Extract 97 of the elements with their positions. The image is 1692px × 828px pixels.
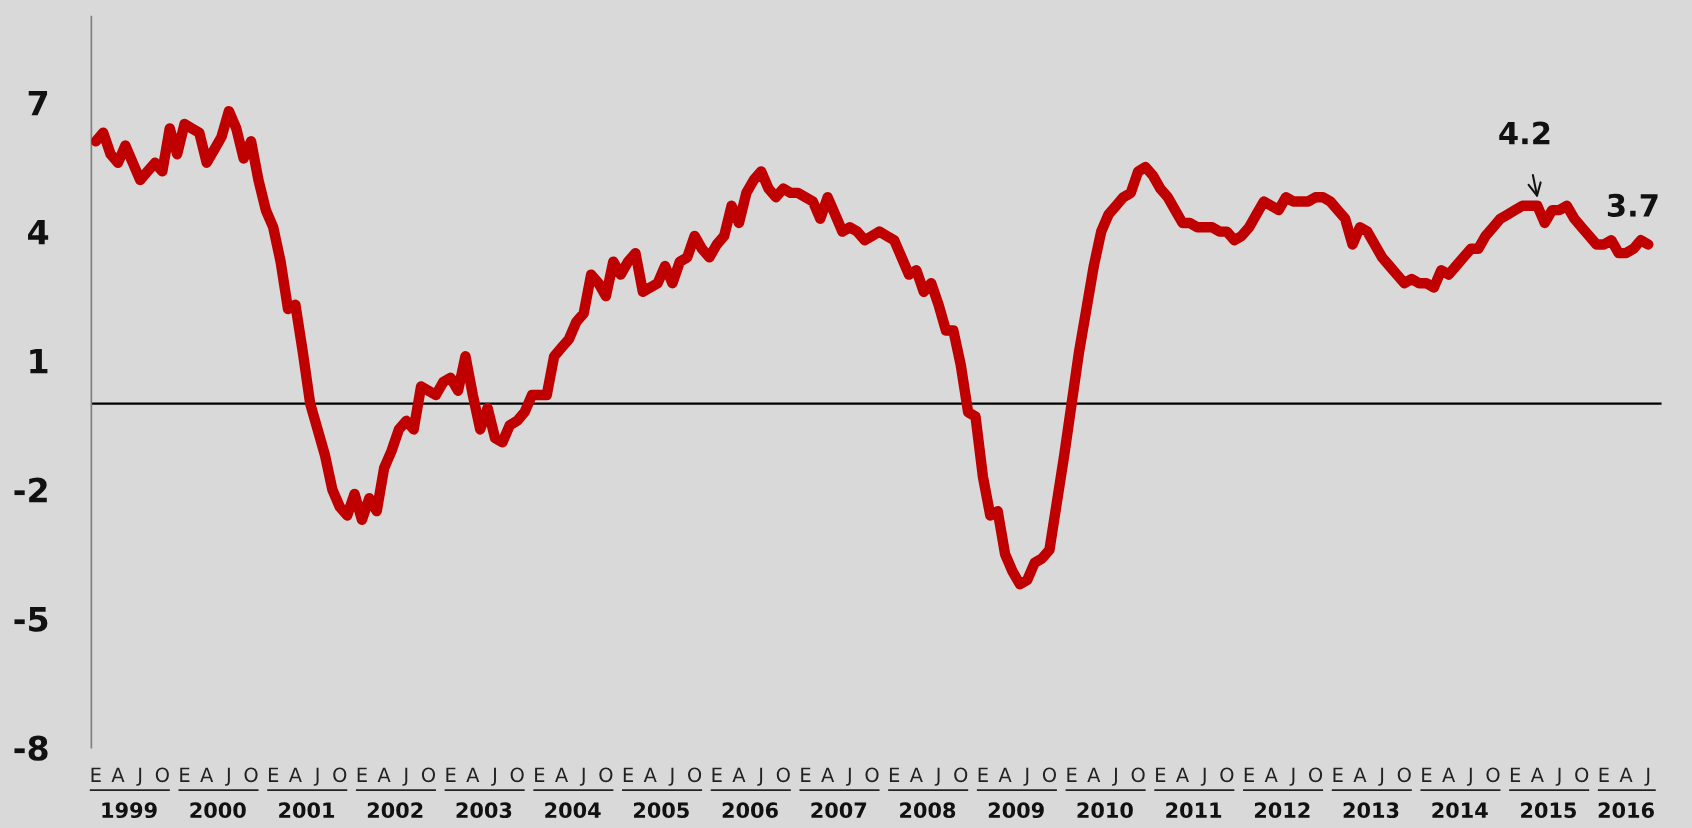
y-tick-label: 4	[28, 219, 49, 245]
x-tick-label: A	[200, 767, 214, 782]
x-tick-label: J	[136, 767, 142, 786]
text: 2010	[1077, 802, 1133, 819]
x-tick-label: J	[579, 767, 585, 786]
x-tick-label: J	[845, 767, 851, 786]
text: 2009	[988, 802, 1044, 819]
x-tick-label: J	[313, 767, 319, 786]
x-tick-label: A	[466, 767, 480, 782]
x-tick-label: O	[1575, 767, 1589, 783]
x-tick-label: E	[91, 767, 101, 782]
x-tick-label: E	[1333, 767, 1343, 782]
text: 2007	[811, 802, 867, 819]
x-tick-label: O	[688, 767, 702, 783]
x-tick-label: O	[1309, 767, 1323, 783]
text: 2011	[1166, 802, 1222, 819]
x-tick-label: O	[1042, 767, 1056, 783]
x-tick-label: A	[1442, 767, 1456, 782]
x-tick-label: E	[1599, 767, 1609, 782]
x-tick-label: J	[402, 767, 408, 786]
y-tick-label: -8	[14, 735, 48, 761]
annotation: 4.2	[1499, 121, 1550, 145]
text: 1999	[102, 802, 157, 819]
text: 2004	[545, 802, 601, 819]
x-tick-label: O	[1397, 767, 1411, 783]
x-tick-label: E	[535, 767, 545, 782]
text: 2002	[367, 802, 423, 819]
text: 2013	[1343, 802, 1399, 819]
x-tick-label: J	[1200, 767, 1206, 786]
x-tick-label: J	[934, 767, 940, 786]
text: 2016	[1598, 802, 1654, 819]
text: 2008	[900, 802, 956, 819]
x-tick-label: J	[1112, 767, 1117, 786]
x-tick-label: J	[757, 767, 763, 786]
x-tick-label: A	[111, 767, 125, 782]
x-tick-label: E	[446, 767, 456, 782]
x-tick-label: J	[1023, 767, 1029, 786]
y-tick-label: -2	[14, 477, 47, 503]
x-tick-label: A	[1176, 767, 1189, 782]
x-tick-label: A	[1353, 767, 1367, 782]
text: 2014	[1432, 802, 1488, 819]
x-tick-label: E	[1244, 767, 1254, 782]
x-tick-label: O	[865, 767, 879, 783]
x-tick-label: O	[954, 767, 968, 783]
x-tick-label: E	[978, 767, 988, 782]
x-tick-label: A	[288, 767, 302, 782]
y-tick-label: 7	[28, 90, 48, 116]
x-tick-label: O	[244, 767, 258, 783]
x-tick-label: E	[180, 767, 190, 782]
x-tick-label: O	[421, 767, 436, 783]
x-tick-label: A	[1264, 767, 1278, 782]
x-tick-label: J	[1466, 767, 1472, 786]
x-tick-label: J	[491, 767, 496, 786]
x-tick-label: A	[821, 767, 835, 782]
x-tick-label: E	[1067, 767, 1077, 782]
x-tick-label: A	[643, 767, 657, 782]
y-tick-label: -5	[14, 607, 48, 632]
x-tick-label: A	[909, 767, 923, 782]
text: 2005	[633, 802, 689, 819]
text: 2012	[1254, 802, 1310, 819]
x-tick-label: A	[377, 767, 391, 782]
x-tick-label: J	[668, 767, 674, 786]
x-tick-label: E	[357, 767, 367, 782]
text: 2001	[279, 802, 335, 819]
x-tick-label: E	[623, 767, 633, 782]
x-tick-label: A	[998, 767, 1012, 782]
text: 2015	[1521, 802, 1576, 819]
x-tick-label: E	[889, 767, 900, 782]
x-tick-label: E	[712, 767, 722, 782]
x-tick-label: J	[1378, 767, 1384, 786]
x-tick-label: J	[225, 767, 230, 786]
x-tick-label: O	[1220, 767, 1234, 783]
x-tick-label: O	[510, 767, 524, 783]
x-tick-label: E	[1156, 767, 1166, 782]
text: 2003	[456, 802, 512, 819]
x-tick-label: E	[268, 767, 279, 782]
x-tick-label: A	[732, 767, 746, 782]
text: 2000	[190, 802, 246, 819]
x-tick-label: A	[555, 767, 569, 782]
x-tick-label: E	[1510, 767, 1521, 782]
x-tick-label: O	[776, 767, 790, 783]
x-tick-label: O	[599, 767, 613, 783]
x-tick-label: A	[1087, 767, 1101, 782]
x-tick-label: J	[1555, 767, 1561, 786]
x-tick-label: J	[1644, 767, 1650, 786]
x-tick-label: E	[1422, 767, 1432, 782]
x-tick-label: A	[1619, 767, 1633, 782]
x-tick-label: J	[1289, 767, 1295, 786]
y-tick-label: 1	[30, 348, 48, 374]
x-tick-label: E	[801, 767, 811, 782]
x-tick-label: O	[1486, 767, 1500, 783]
text: 2006	[722, 802, 778, 819]
x-tick-label: A	[1530, 767, 1544, 782]
x-tick-label: O	[1131, 767, 1145, 783]
x-tick-label: O	[155, 767, 169, 783]
annotation: 3.7	[1607, 193, 1658, 217]
x-tick-label: O	[333, 767, 347, 783]
